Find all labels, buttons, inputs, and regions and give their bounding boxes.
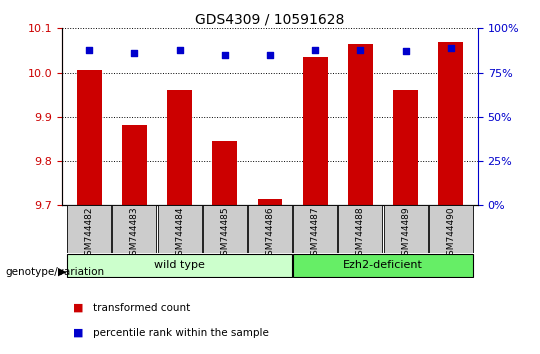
Text: transformed count: transformed count — [93, 303, 191, 313]
Text: ■: ■ — [73, 303, 83, 313]
Bar — [167, 90, 192, 205]
Text: GSM744483: GSM744483 — [130, 207, 139, 261]
Text: GSM744486: GSM744486 — [266, 207, 274, 261]
Bar — [293, 205, 337, 253]
Text: GSM744489: GSM744489 — [401, 207, 410, 261]
Text: GSM744484: GSM744484 — [175, 207, 184, 261]
Bar — [393, 90, 418, 205]
Bar — [158, 205, 201, 253]
Bar — [339, 205, 382, 253]
Text: GSM744490: GSM744490 — [446, 207, 455, 261]
Bar — [258, 199, 282, 205]
Text: percentile rank within the sample: percentile rank within the sample — [93, 328, 269, 338]
Bar — [248, 205, 292, 253]
Bar — [68, 205, 111, 253]
Point — [130, 50, 139, 56]
Text: ▶: ▶ — [58, 267, 67, 277]
Text: Ezh2-deficient: Ezh2-deficient — [343, 260, 423, 270]
Bar — [383, 205, 428, 253]
Bar — [303, 57, 328, 205]
Point — [220, 52, 229, 58]
Bar — [293, 254, 472, 276]
Text: GSM744482: GSM744482 — [85, 207, 94, 261]
Point — [266, 52, 274, 58]
Text: GSM744488: GSM744488 — [356, 207, 365, 261]
Point — [85, 47, 93, 52]
Text: ■: ■ — [73, 328, 83, 338]
Text: GSM744485: GSM744485 — [220, 207, 230, 261]
Bar — [212, 141, 237, 205]
Bar — [348, 44, 373, 205]
Point — [311, 47, 320, 52]
Bar — [112, 205, 157, 253]
Bar — [203, 205, 247, 253]
Text: GSM744487: GSM744487 — [310, 207, 320, 261]
Bar — [429, 205, 472, 253]
Text: genotype/variation: genotype/variation — [5, 267, 105, 277]
Bar — [77, 70, 102, 205]
Bar — [438, 42, 463, 205]
Text: wild type: wild type — [154, 260, 205, 270]
Text: GDS4309 / 10591628: GDS4309 / 10591628 — [195, 12, 345, 27]
Bar — [68, 254, 292, 276]
Point — [447, 45, 455, 51]
Point — [401, 48, 410, 54]
Point — [176, 47, 184, 52]
Bar — [122, 125, 147, 205]
Point — [356, 47, 364, 52]
